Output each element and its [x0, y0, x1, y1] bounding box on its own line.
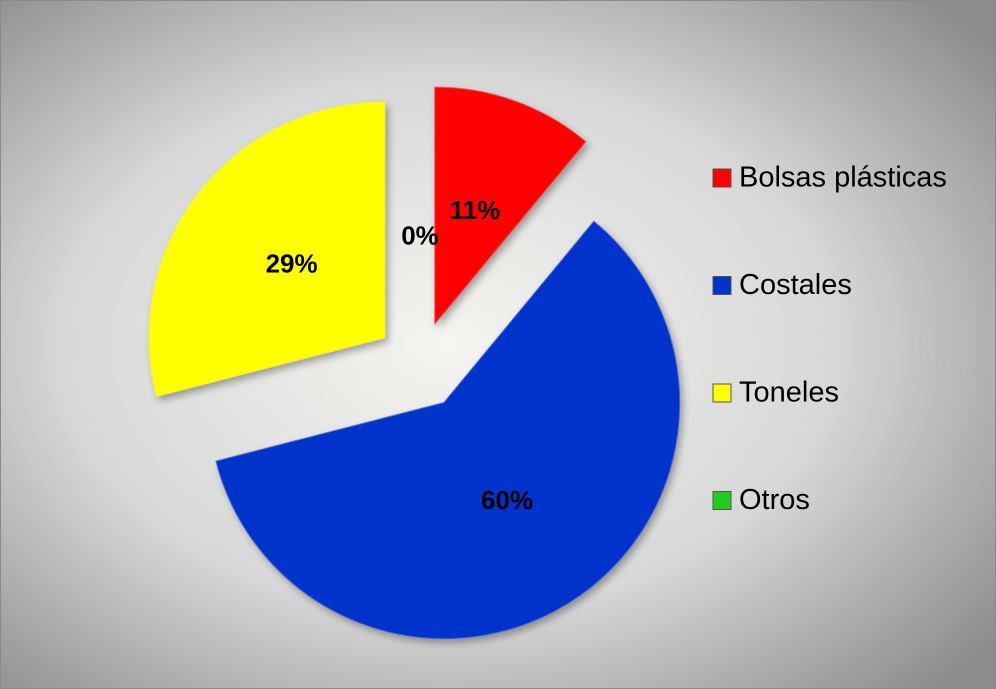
pie-slice	[434, 86, 587, 326]
legend-swatch	[712, 491, 732, 510]
legend-label: Bolsas plásticas	[739, 162, 947, 194]
pie	[148, 85, 681, 639]
legend-swatch	[712, 276, 732, 295]
legend-label: Toneles	[739, 377, 839, 409]
legend-label: Costales	[739, 269, 852, 301]
data-label: 29%	[266, 248, 318, 278]
data-labels: 11% 60% 29% 0%	[266, 195, 534, 515]
data-label: 60%	[481, 485, 533, 515]
legend-label: Otros	[739, 484, 810, 516]
data-label: 0%	[401, 221, 439, 251]
legend: Bolsas plásticas Costales Toneles Otros	[712, 162, 947, 516]
pie-slice	[148, 101, 386, 398]
pie-slice	[215, 220, 681, 639]
data-label: 11%	[450, 195, 501, 225]
legend-swatch	[712, 383, 732, 403]
legend-swatch	[712, 168, 732, 188]
